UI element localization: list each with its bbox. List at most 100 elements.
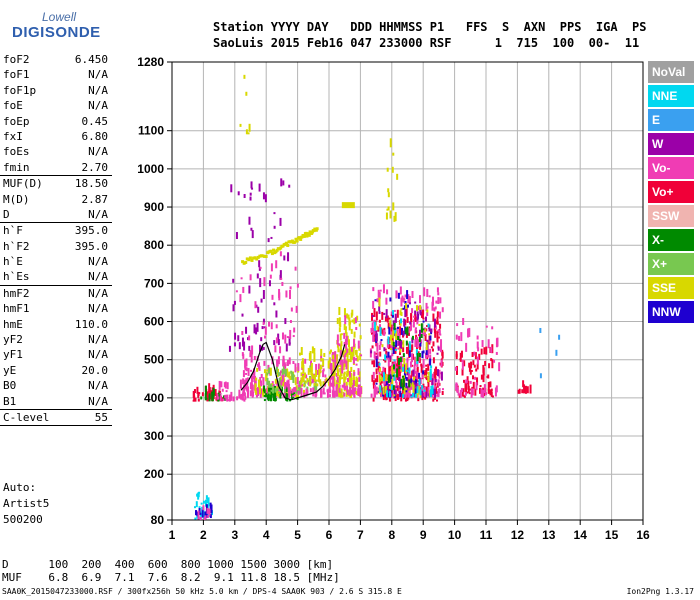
f2-trace-line	[240, 341, 346, 401]
echo-point	[349, 355, 352, 363]
echo-point	[394, 329, 397, 334]
echo-point	[279, 372, 282, 376]
echo-point	[310, 362, 313, 372]
echo-point	[468, 362, 471, 368]
echo-point	[269, 249, 273, 253]
param-value: 6.450	[74, 53, 108, 66]
echo-point	[495, 351, 498, 355]
echo-point	[263, 394, 266, 397]
echo-point	[206, 507, 209, 514]
y-tick-label: 800	[144, 238, 164, 252]
echo-point	[228, 394, 231, 402]
echo-point	[432, 341, 435, 347]
echo-point	[202, 505, 205, 511]
echo-point	[373, 307, 376, 317]
echo-point	[277, 387, 280, 390]
echo-point	[344, 315, 347, 325]
echo-point	[398, 391, 401, 394]
echo-point	[232, 304, 235, 312]
echo-point	[294, 387, 297, 393]
echo-point	[271, 384, 274, 387]
echo-point	[259, 254, 263, 258]
echo-point	[232, 396, 235, 402]
echo-point	[250, 181, 253, 189]
echo-point	[359, 335, 362, 340]
echo-point	[340, 341, 343, 347]
echo-point	[279, 346, 282, 354]
echo-point	[285, 382, 288, 386]
echo-point	[307, 367, 310, 375]
echo-point	[257, 391, 260, 395]
echo-point	[243, 341, 246, 351]
echo-point	[353, 394, 356, 398]
echo-point	[261, 326, 264, 330]
echo-point	[370, 393, 373, 398]
echo-point	[455, 334, 458, 340]
echo-point	[416, 311, 419, 321]
echo-point	[354, 381, 357, 387]
echo-point	[389, 371, 392, 375]
echo-point	[253, 384, 256, 391]
echo-point	[388, 395, 391, 402]
echo-point	[248, 335, 251, 341]
echo-point	[264, 335, 267, 339]
legend-item: SSE	[648, 277, 694, 299]
echo-point	[398, 366, 401, 370]
param-row: foF2 6.450	[0, 52, 112, 67]
echo-point	[336, 369, 339, 377]
echo-point	[263, 399, 266, 402]
echo-point	[425, 367, 428, 374]
echo-point	[212, 387, 215, 397]
echo-point	[218, 380, 221, 390]
echo-point	[319, 370, 322, 373]
echo-point	[403, 386, 406, 395]
echo-point	[240, 277, 243, 280]
echo-point	[466, 391, 469, 394]
echo-point	[247, 258, 251, 262]
echo-point	[433, 326, 436, 334]
echo-point	[373, 319, 376, 323]
echo-point	[461, 388, 464, 397]
echo-point	[376, 375, 379, 383]
echo-point	[420, 323, 423, 332]
echo-point	[325, 377, 328, 383]
echo-point	[434, 385, 437, 388]
echo-point	[374, 388, 377, 398]
echo-point	[349, 372, 352, 378]
echo-point	[467, 380, 470, 390]
echo-point	[230, 184, 233, 193]
echo-point	[205, 510, 208, 518]
echo-point	[192, 399, 195, 402]
echo-point	[441, 307, 444, 313]
echo-point	[262, 385, 265, 392]
echo-point	[300, 347, 303, 356]
echo-point	[469, 380, 472, 384]
echo-point	[242, 286, 245, 293]
param-name: hmE	[3, 317, 23, 331]
echo-point	[351, 352, 354, 360]
echo-point	[350, 366, 353, 372]
auto-program: Artist5	[3, 497, 50, 510]
echo-point	[328, 362, 331, 369]
echo-point	[396, 355, 399, 364]
echo-point	[402, 386, 405, 391]
echo-point	[275, 248, 279, 252]
echo-point	[282, 359, 285, 367]
echo-point	[279, 251, 282, 257]
echo-point	[251, 187, 254, 190]
echo-point	[417, 380, 420, 383]
echo-point	[377, 289, 380, 298]
echo-point	[280, 380, 283, 386]
echo-point	[349, 384, 352, 390]
echo-point	[474, 376, 477, 380]
echo-point	[284, 369, 287, 377]
echo-point	[421, 351, 424, 359]
echo-point	[427, 363, 430, 371]
auto-label: Auto:	[3, 481, 37, 494]
echo-point	[330, 362, 333, 370]
echo-point	[200, 396, 203, 400]
echo-point	[395, 290, 398, 299]
echo-point	[400, 339, 403, 349]
echo-point	[421, 390, 424, 398]
echo-point	[339, 392, 342, 398]
